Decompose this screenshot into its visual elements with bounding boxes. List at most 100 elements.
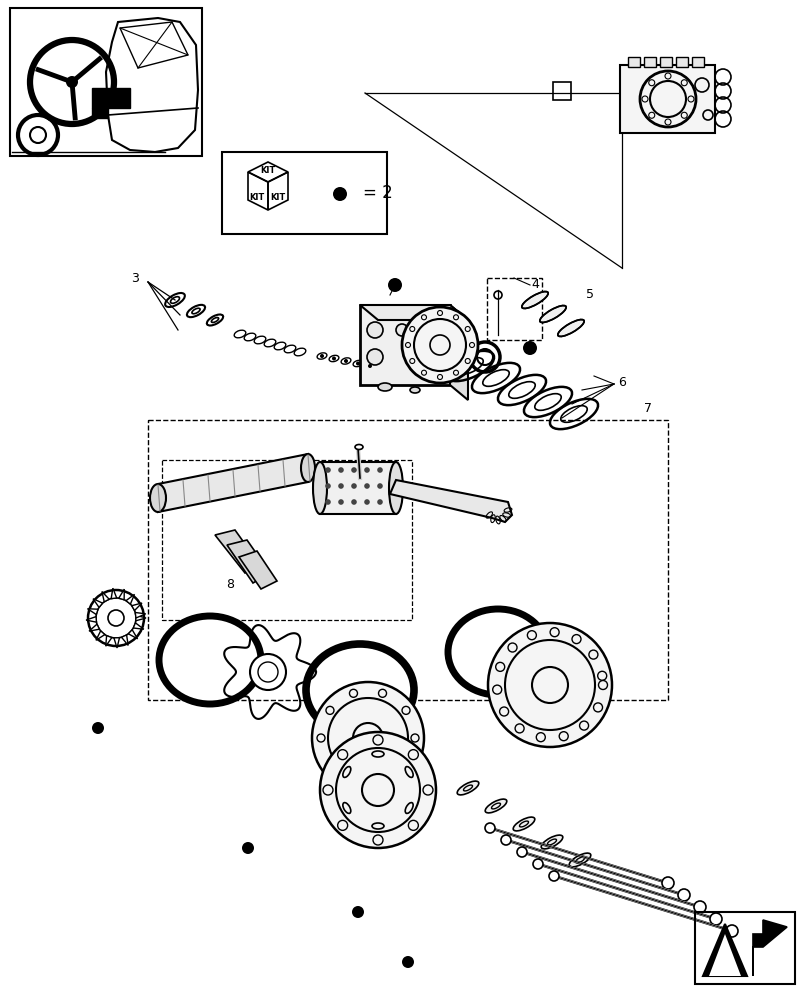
Circle shape [377,467,382,473]
Ellipse shape [150,484,165,512]
Ellipse shape [378,383,392,391]
Ellipse shape [513,817,534,831]
Polygon shape [128,630,137,639]
Polygon shape [96,631,105,640]
Circle shape [367,349,383,365]
Bar [92,108,108,118]
Polygon shape [702,924,746,976]
Text: 7: 7 [643,401,651,414]
Bar [552,82,570,100]
Polygon shape [89,624,99,631]
Circle shape [377,483,382,489]
Bar [10,8,202,156]
Polygon shape [135,612,145,618]
Circle shape [332,357,336,360]
Polygon shape [122,635,128,645]
Circle shape [66,76,78,88]
Circle shape [367,322,383,338]
Polygon shape [620,65,714,133]
Circle shape [242,842,254,854]
Text: = 2: = 2 [363,184,393,202]
Text: KIT: KIT [260,166,275,175]
Polygon shape [215,530,260,573]
Bar [643,57,655,67]
Circle shape [639,71,695,127]
Circle shape [364,483,369,489]
Ellipse shape [557,320,583,336]
Circle shape [470,342,500,372]
Circle shape [388,278,401,292]
Text: 5: 5 [586,288,594,302]
Circle shape [377,499,382,505]
Circle shape [351,467,356,473]
Circle shape [548,871,558,881]
Circle shape [311,682,423,794]
Bar [694,912,794,984]
Polygon shape [93,599,102,607]
Text: 6: 6 [617,375,625,388]
Bar [320,462,396,514]
Ellipse shape [354,444,363,450]
Circle shape [324,483,330,489]
Circle shape [396,324,407,336]
Circle shape [351,499,356,505]
Circle shape [351,483,356,489]
Circle shape [88,590,144,646]
Circle shape [324,467,330,473]
Polygon shape [105,636,112,646]
Polygon shape [752,920,786,976]
Circle shape [484,823,495,833]
Bar [92,88,130,108]
Bar [659,57,672,67]
Polygon shape [359,305,467,320]
Circle shape [517,847,526,857]
Circle shape [320,732,436,848]
Circle shape [522,341,536,355]
Polygon shape [449,305,467,400]
Ellipse shape [301,454,315,482]
Circle shape [333,187,346,201]
Circle shape [351,906,363,918]
Circle shape [338,499,343,505]
Text: 4: 4 [530,277,539,290]
Polygon shape [227,540,270,583]
Circle shape [324,499,330,505]
Polygon shape [238,551,277,589]
Bar [676,57,687,67]
Ellipse shape [485,799,506,813]
Circle shape [364,499,369,505]
Ellipse shape [540,835,562,849]
Circle shape [532,859,543,869]
Ellipse shape [306,644,414,736]
Polygon shape [135,615,146,621]
Circle shape [500,835,510,845]
Ellipse shape [457,781,478,795]
Polygon shape [126,594,135,604]
Circle shape [677,889,689,901]
Text: KIT: KIT [270,192,285,202]
Ellipse shape [312,462,327,514]
Circle shape [661,877,673,889]
Circle shape [401,956,414,968]
Polygon shape [158,454,307,512]
Polygon shape [131,603,142,611]
Circle shape [338,467,343,473]
Text: KIT: KIT [249,192,264,202]
Polygon shape [133,623,144,629]
Circle shape [364,467,369,473]
Circle shape [725,925,737,937]
Circle shape [250,654,285,690]
Circle shape [338,483,343,489]
Bar [148,420,667,700]
Polygon shape [111,588,117,599]
Polygon shape [114,638,119,648]
Ellipse shape [410,387,419,393]
Ellipse shape [388,462,402,514]
Bar [691,57,703,67]
Text: 8: 8 [225,578,234,591]
Circle shape [92,722,104,734]
Circle shape [401,307,478,383]
Polygon shape [118,589,124,600]
Circle shape [367,364,371,368]
Circle shape [355,361,359,365]
